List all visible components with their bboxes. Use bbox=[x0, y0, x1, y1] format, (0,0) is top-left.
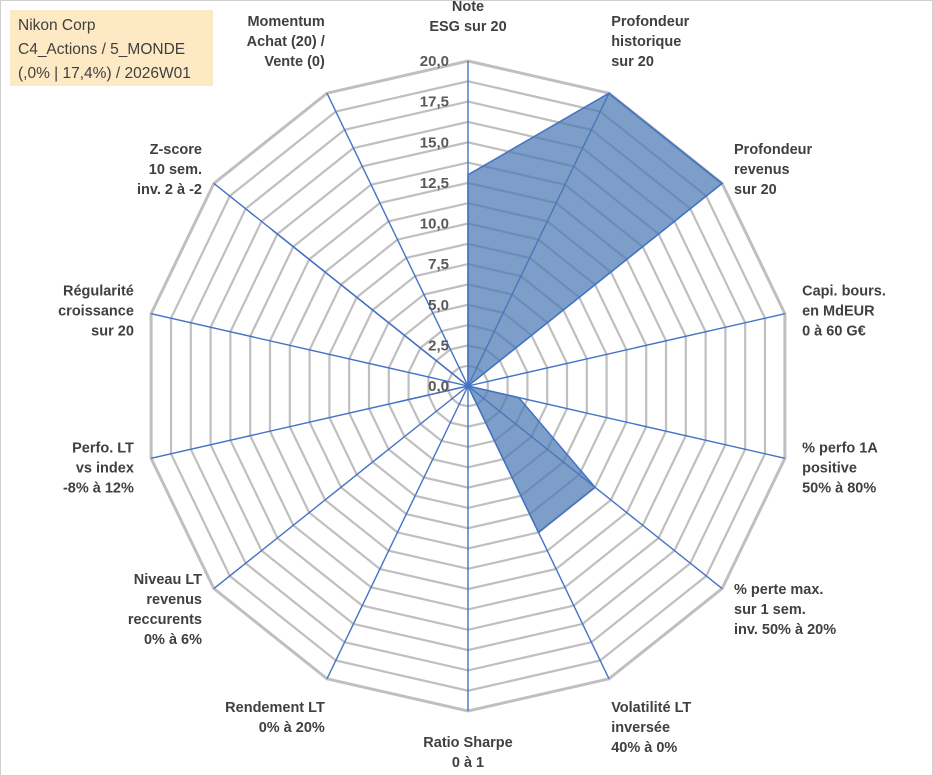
score-week: (,0% | 17,4%) / 2026W01 bbox=[18, 65, 191, 82]
axis-spoke bbox=[467, 385, 786, 459]
axis-label: Profondeur historique sur 20 bbox=[611, 14, 689, 70]
portfolio-category: C4_Actions / 5_MONDE bbox=[18, 41, 186, 58]
tick-label: 10,0 bbox=[420, 216, 449, 233]
axis-label: Ratio Sharpe 0 à 1 bbox=[423, 735, 512, 771]
axis-label: Z-score 10 sem. inv. 2 à -2 bbox=[137, 142, 202, 198]
tick-label: 7,5 bbox=[428, 256, 449, 273]
axis-spoke bbox=[150, 313, 469, 387]
axis-label: Régularité croissance sur 20 bbox=[58, 284, 134, 340]
axis-spoke bbox=[213, 385, 469, 590]
axis-label: Momentum Achat (20) / Vente (0) bbox=[247, 14, 325, 70]
tick-label: 20,0 bbox=[420, 53, 449, 70]
tick-label: 17,5 bbox=[420, 94, 449, 111]
data-area-layer bbox=[270, 92, 724, 534]
axis-spoke bbox=[326, 385, 469, 680]
axis-label: Perfo. LT vs index -8% à 12% bbox=[63, 441, 134, 497]
info-box: Nikon Corp C4_Actions / 5_MONDE (,0% | 1… bbox=[10, 10, 213, 86]
axis-label: Note ESG sur 20 bbox=[429, 0, 506, 35]
axis-label: % perfo 1A positive 50% à 80% bbox=[802, 441, 878, 497]
axis-spoke bbox=[467, 313, 786, 387]
axis-label: Rendement LT 0% à 20% bbox=[225, 700, 325, 736]
axis-label-layer: Note ESG sur 20 Profondeur historique sur 20… bbox=[58, 0, 886, 771]
tick-label: 12,5 bbox=[420, 175, 449, 192]
tick-label: 2,5 bbox=[428, 337, 449, 354]
tick-label: 0,0 bbox=[428, 378, 449, 395]
axis-label: Niveau LT revenus reccurents 0% à 6% bbox=[128, 572, 202, 648]
tick-label-layer: 0,0 2,5 5,0 7,5 10,0 12,5 15,0 17,5 20,0 bbox=[420, 53, 449, 395]
tick-label: 5,0 bbox=[428, 297, 449, 314]
axis-label: Profondeur revenus sur 20 bbox=[734, 142, 812, 198]
axis-label: Capi. bours. en MdEUR 0 à 60 G€ bbox=[802, 284, 886, 340]
axis-spoke bbox=[326, 92, 469, 387]
axis-label: Volatilité LT inversée 40% à 0% bbox=[611, 700, 691, 756]
tick-label: 15,0 bbox=[420, 134, 449, 151]
company-name: Nikon Corp bbox=[18, 17, 96, 34]
axis-label: % perte max. sur 1 sem. inv. 50% à 20% bbox=[734, 582, 836, 638]
